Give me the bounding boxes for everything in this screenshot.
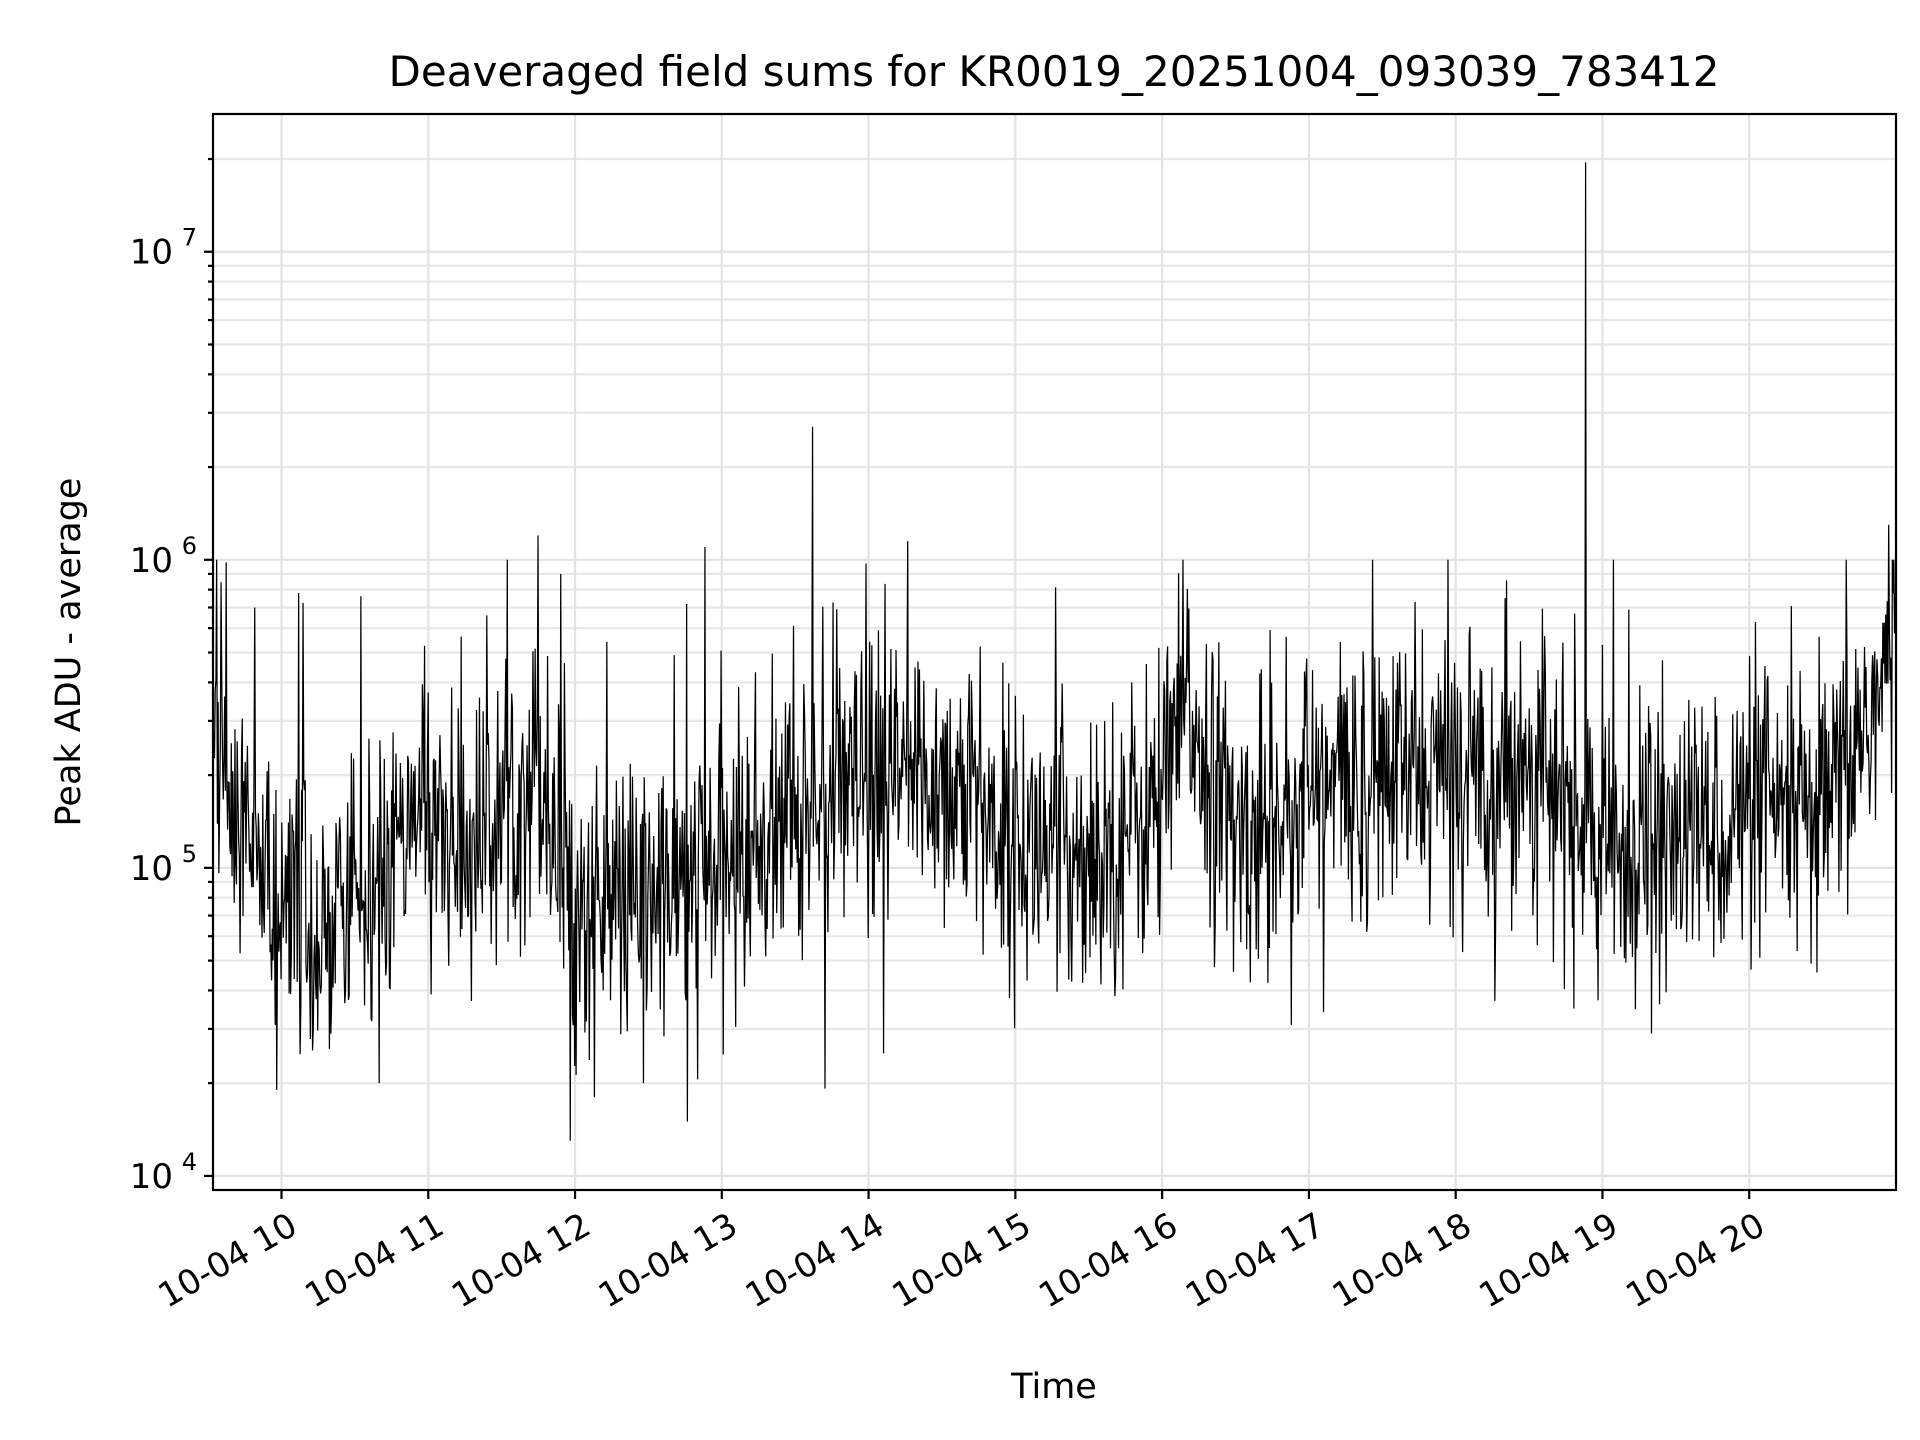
y-tick-label-exponent: 7 [182,224,197,252]
series-layer [212,162,1897,1141]
y-tick-label-exponent: 6 [182,532,197,560]
x-axis-label: Time [1010,1367,1097,1407]
y-tick-label-exponent: 4 [182,1148,197,1176]
y-tick-label: 10 [130,233,173,273]
y-axis-label: Peak ADU - average [49,478,89,827]
y-tick-label: 10 [130,1157,173,1197]
y-tick-label-exponent: 5 [182,840,197,868]
y-tick-label: 10 [130,541,173,581]
y-tick-label: 10 [130,849,173,889]
chart-title: Deaveraged field sums for KR0019_2025100… [389,47,1720,96]
grid-lines [213,114,1896,1190]
series-line [212,162,1897,1141]
